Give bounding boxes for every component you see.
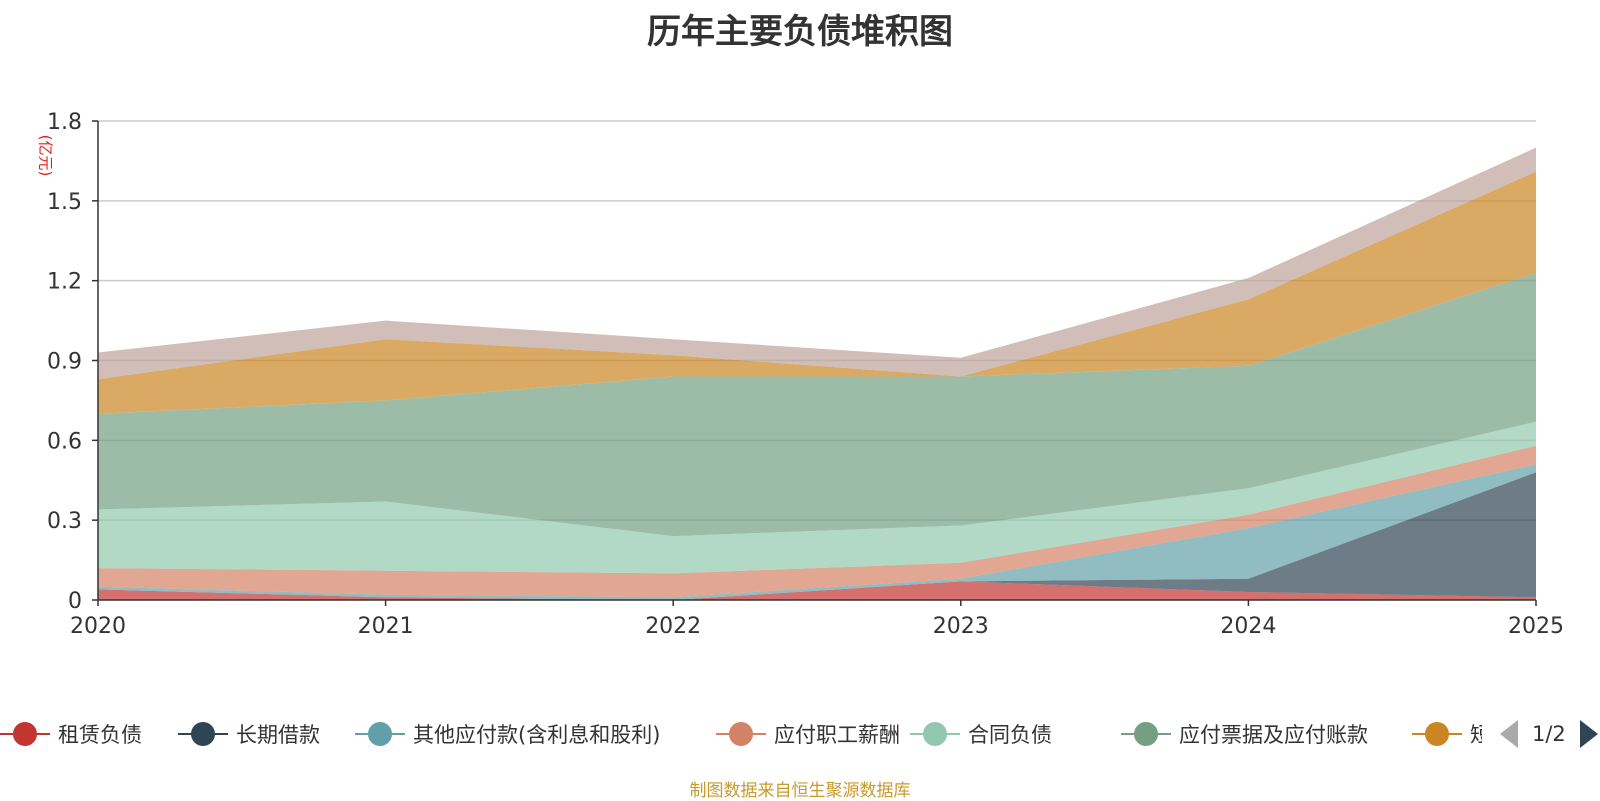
y-tick-label: 0.3 xyxy=(47,509,82,534)
area-series-4[interactable] xyxy=(98,421,1536,574)
x-tick-label: 2020 xyxy=(70,614,126,639)
y-tick-label: 1.2 xyxy=(47,270,82,295)
legend-item[interactable]: 租赁负债 xyxy=(0,712,142,756)
data-source-note: 制图数据来自恒生聚源数据库 xyxy=(689,781,911,801)
chart-title: 历年主要负债堆积图 xyxy=(647,12,953,52)
axes: 0 0.3 0.6 0.9 1.2 1.5 1.8 2020 2021 2022 2023 2024 2… xyxy=(47,110,1564,639)
legend-label: 合同负债 xyxy=(968,723,1052,747)
legend-marker-icon xyxy=(355,722,405,746)
legend-items: 租赁负债 长期借款 其他应付款(含利息和股利) 应付职工薪酬 合同负债 应付票据及应付账款… xyxy=(0,712,1482,756)
legend-item[interactable]: 合同负债 xyxy=(910,712,1052,756)
legend-marker-icon xyxy=(178,722,228,746)
legend-page-indicator: 1/2 xyxy=(1532,722,1566,746)
area-series-6[interactable] xyxy=(98,171,1536,414)
legend-marker-icon xyxy=(716,722,766,746)
legend-label: 租赁负债 xyxy=(58,723,142,747)
legend-item[interactable]: 其他应付款(含利息和股利) xyxy=(355,712,660,756)
area-series-group xyxy=(98,147,1536,600)
area-series-5[interactable] xyxy=(98,272,1536,537)
x-tick-label: 2025 xyxy=(1508,614,1564,639)
area-series-1[interactable] xyxy=(98,472,1536,600)
area-series-3[interactable] xyxy=(98,445,1536,598)
legend-item[interactable]: 应付票据及应付账款 xyxy=(1121,712,1368,756)
legend-item[interactable]: 长期借款 xyxy=(178,712,320,756)
legend-marker-icon xyxy=(1121,722,1171,746)
area-series-2[interactable] xyxy=(98,464,1536,600)
y-tick-label: 1.8 xyxy=(47,110,82,135)
legend-label: 长期借款 xyxy=(236,723,320,747)
legend-pager: 1/2 xyxy=(1500,712,1598,756)
legend: 租赁负债 长期借款 其他应付款(含利息和股利) 应付职工薪酬 合同负债 应付票据及应付账款… xyxy=(0,712,1600,756)
legend-next-page-icon[interactable] xyxy=(1579,720,1598,748)
legend-label: 应付职工薪酬 xyxy=(774,723,900,747)
y-tick-label: 1.5 xyxy=(47,190,82,215)
x-tick-label: 2021 xyxy=(358,614,414,639)
x-tick-label: 2022 xyxy=(645,614,701,639)
x-tick-label: 2024 xyxy=(1220,614,1276,639)
legend-label: 短期借款 xyxy=(1470,723,1482,747)
legend-item[interactable]: 短期借款 xyxy=(1412,712,1482,756)
legend-item[interactable]: 应付职工薪酬 xyxy=(716,712,900,756)
y-tick-label: 0.9 xyxy=(47,350,82,375)
legend-marker-icon xyxy=(1412,722,1462,746)
legend-marker-icon xyxy=(910,722,960,746)
x-tick-label: 2023 xyxy=(933,614,989,639)
legend-prev-page-icon[interactable] xyxy=(1500,720,1518,748)
legend-label: 应付票据及应付账款 xyxy=(1179,723,1368,747)
area-series-7[interactable] xyxy=(98,147,1536,380)
legend-marker-icon xyxy=(0,722,50,746)
y-tick-label: 0 xyxy=(68,589,82,614)
legend-label: 其他应付款(含利息和股利) xyxy=(413,723,661,747)
stacked-area-chart: 0 0.3 0.6 0.9 1.2 1.5 1.8 2020 2021 2022 2023 2024 2… xyxy=(47,110,1564,639)
y-tick-label: 0.6 xyxy=(47,429,82,454)
